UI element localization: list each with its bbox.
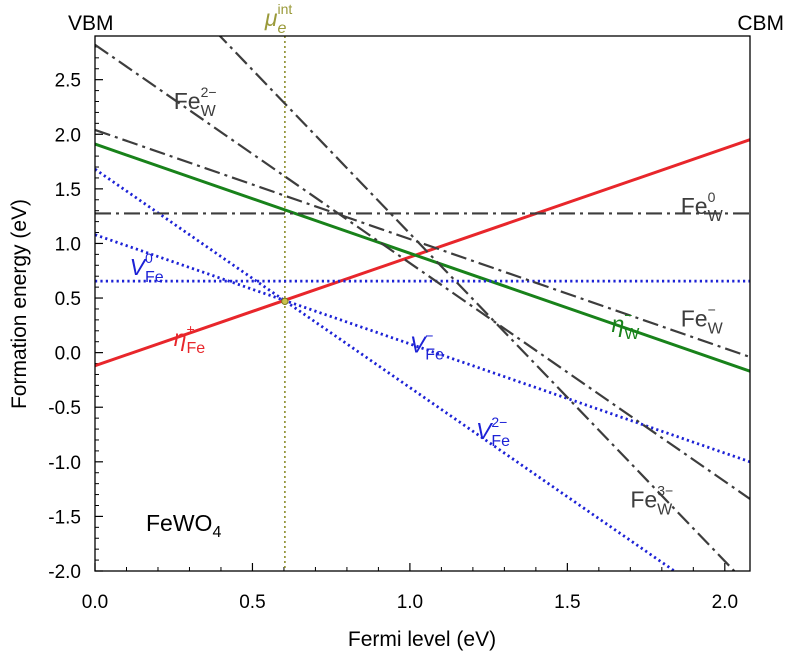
series-label-V_Fe0: VFe0 <box>130 250 164 286</box>
x-tick-label: 0.5 <box>239 592 265 613</box>
y-tick-label: 1.5 <box>55 180 81 201</box>
series-line-eta_W- <box>95 142 750 373</box>
axis-ticks: 0.0 0.5 1.0 1.5 2.0 -2.0 -1.5 -1.0 -0.5 0.0 0.5 1.0… <box>48 35 738 613</box>
x-tick-label: 1.5 <box>554 592 580 613</box>
x-tick-label: 0.0 <box>82 592 108 613</box>
series-label-Fe_W3-: FeW3− <box>630 483 673 519</box>
series-labels: ηFe+ ηW− VFe0 VFe− VFe2− FeW0 FeW− FeW2− FeW3− μe… <box>130 1 724 541</box>
y-tick-label: -1.0 <box>48 453 81 474</box>
y-tick-label: 1.0 <box>55 234 81 255</box>
y-tick-label: 0.5 <box>55 289 81 310</box>
x-tick-label: 1.0 <box>397 592 423 613</box>
y-tick-label: 0.0 <box>55 344 81 365</box>
plot-frame <box>94 35 751 572</box>
series-line-Fe_W3- <box>218 36 736 571</box>
vbm-label: VBM <box>68 12 114 35</box>
series-label-Fe_W0: FeW0 <box>681 189 724 225</box>
series-line-Fe_W2- <box>95 43 750 500</box>
mu-int-point <box>281 297 289 306</box>
series-lines <box>95 36 750 571</box>
series-line-V_Fe2- <box>95 168 677 571</box>
mu-int-label: μeint <box>264 1 293 37</box>
material-label: FeWO4 <box>146 510 221 541</box>
series-line-V_Fe- <box>95 233 750 464</box>
series-label-Fe_W2-: FeW2− <box>174 84 217 120</box>
y-tick-label: 2.0 <box>55 125 81 146</box>
y-tick-label: 2.5 <box>55 71 81 92</box>
y-tick-label: -0.5 <box>48 398 81 419</box>
series-label-eta_W-: ηW− <box>611 307 640 343</box>
x-axis-title: Fermi level (eV) <box>348 628 496 651</box>
series-label-V_Fe2-: VFe2− <box>476 414 510 450</box>
y-tick-label: -1.5 <box>48 507 81 528</box>
series-label-eta_Fe+: ηFe+ <box>174 321 206 357</box>
y-axis-title: Formation energy (eV) <box>8 199 31 409</box>
series-line-eta_Fe+ <box>95 138 750 368</box>
x-tick-label: 2.0 <box>712 592 738 613</box>
series-label-V_Fe-: VFe− <box>410 328 444 364</box>
y-tick-label: -2.0 <box>48 562 81 583</box>
series-label-Fe_W-: FeW− <box>681 301 724 337</box>
cbm-label: CBM <box>737 12 784 35</box>
